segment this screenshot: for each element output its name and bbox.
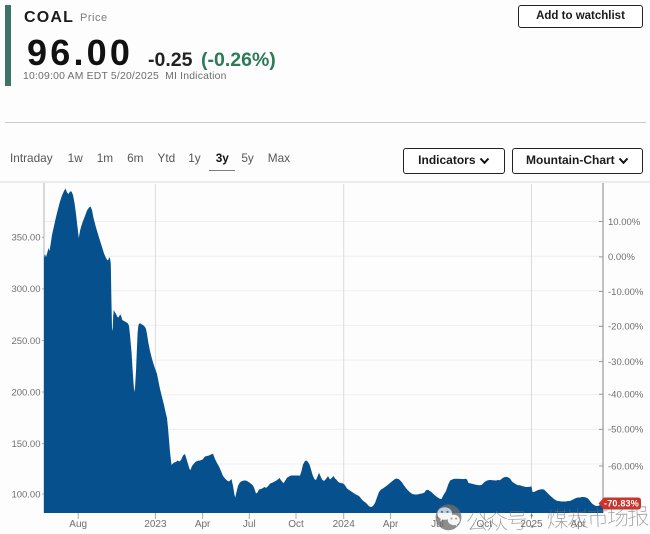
svg-text:-50.00%: -50.00% (608, 425, 644, 436)
svg-text:Apr: Apr (571, 519, 587, 530)
svg-text:0.00%: 0.00% (608, 252, 635, 263)
svg-text:Apr: Apr (383, 519, 399, 530)
svg-text:Oct: Oct (288, 519, 304, 530)
svg-text:150.00: 150.00 (11, 439, 40, 450)
svg-text:Oct: Oct (477, 519, 493, 530)
svg-text:-20.00%: -20.00% (608, 322, 644, 333)
svg-text:100.00: 100.00 (11, 489, 40, 500)
svg-text:-70.83%: -70.83% (604, 499, 639, 509)
svg-text:-10.00%: -10.00% (608, 287, 644, 298)
svg-text:350.00: 350.00 (11, 233, 40, 244)
svg-text:300.00: 300.00 (11, 284, 40, 295)
svg-text:2023: 2023 (144, 519, 167, 530)
svg-text:10.00%: 10.00% (608, 217, 641, 228)
svg-text:Jul: Jul (431, 519, 444, 530)
svg-text:Aug: Aug (69, 519, 87, 530)
svg-text:-40.00%: -40.00% (608, 390, 644, 401)
svg-text:Jul: Jul (243, 519, 256, 530)
svg-text:2024: 2024 (333, 519, 356, 530)
svg-text:Apr: Apr (195, 519, 211, 530)
svg-text:-60.00%: -60.00% (608, 461, 644, 472)
svg-text:-30.00%: -30.00% (608, 357, 644, 368)
svg-text:2025: 2025 (520, 519, 543, 530)
svg-text:250.00: 250.00 (11, 336, 40, 347)
svg-text:200.00: 200.00 (11, 387, 40, 398)
